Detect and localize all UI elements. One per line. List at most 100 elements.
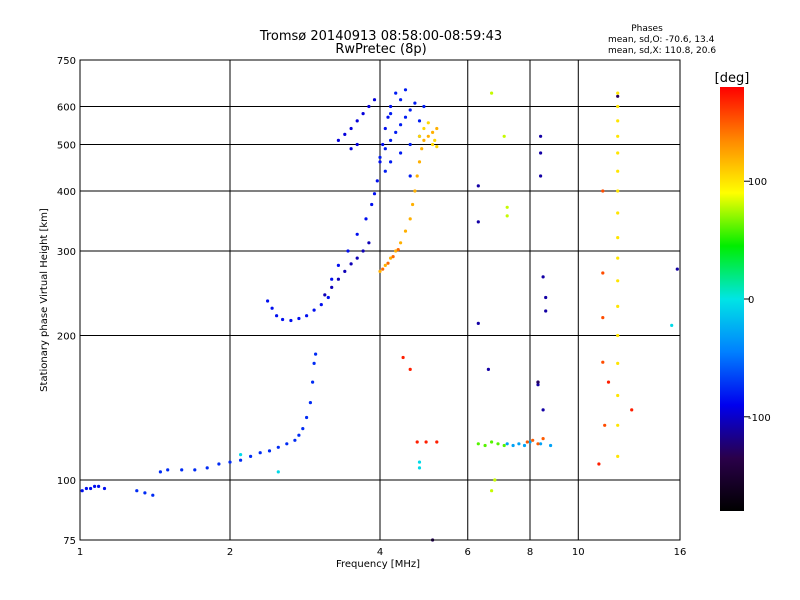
data-point [330, 277, 334, 281]
data-point [336, 138, 340, 142]
data-point [616, 119, 620, 123]
data-point [166, 468, 170, 472]
data-point [343, 269, 347, 273]
data-point [312, 361, 316, 365]
data-point [549, 443, 553, 448]
data-point [476, 321, 480, 325]
colorbar-tick-label: 100 [748, 177, 767, 188]
data-point [394, 91, 398, 95]
data-point [435, 440, 439, 444]
data-point [266, 299, 270, 303]
data-point [158, 470, 162, 474]
data-point [394, 249, 398, 253]
data-point [372, 192, 377, 196]
data-point [493, 478, 497, 482]
data-point [528, 440, 532, 444]
data-point [415, 174, 419, 178]
data-point [415, 440, 419, 444]
data-point [399, 151, 403, 155]
data-point [336, 263, 340, 267]
data-point [539, 151, 543, 155]
data-point [505, 442, 509, 446]
data-point [522, 443, 527, 448]
data-point [249, 454, 253, 458]
y-tick-label: 500 [57, 141, 76, 152]
x-tick-label: 10 [572, 547, 585, 558]
data-point [616, 104, 620, 109]
data-points [80, 88, 679, 542]
data-point [616, 134, 620, 138]
data-point [180, 468, 184, 472]
data-point [403, 115, 408, 119]
data-point [228, 460, 232, 464]
data-point [349, 262, 353, 266]
data-point [422, 126, 426, 131]
data-point [285, 442, 289, 446]
data-point [319, 303, 323, 307]
data-point [486, 367, 490, 371]
data-point [389, 112, 393, 116]
data-point [422, 138, 426, 142]
data-point [267, 449, 272, 453]
grid-lines [80, 60, 680, 540]
y-tick-label: 75 [63, 536, 76, 547]
data-point [97, 484, 101, 488]
y-tick-label: 750 [57, 56, 76, 67]
data-point [601, 360, 605, 364]
data-point [408, 217, 412, 221]
data-point [539, 134, 543, 138]
data-point [89, 486, 93, 491]
data-point [312, 308, 316, 312]
data-point [417, 466, 422, 470]
x-axis-label: Frequency [MHz] [336, 559, 420, 570]
data-point [289, 318, 293, 323]
data-point [541, 275, 545, 279]
data-point [417, 134, 422, 138]
data-point [417, 460, 422, 464]
plot-frame [79, 59, 681, 541]
data-point [396, 248, 400, 252]
data-point [606, 380, 611, 384]
data-point [422, 104, 426, 109]
data-point [541, 437, 545, 441]
data-point [525, 440, 529, 444]
phases-heading: Phases [631, 24, 663, 34]
data-point [308, 401, 312, 405]
data-point [511, 443, 515, 448]
data-point [616, 256, 620, 260]
data-point [490, 489, 494, 493]
data-point [616, 189, 620, 193]
data-point [346, 249, 350, 253]
data-point [381, 142, 385, 147]
data-point [675, 267, 679, 271]
data-point [326, 295, 330, 300]
data-point [349, 147, 353, 151]
colorbar-label: [deg] [715, 71, 750, 86]
data-point [281, 317, 285, 322]
data-point [349, 126, 353, 131]
data-point [386, 261, 390, 265]
data-point [403, 88, 408, 92]
x-axis-ticks: 1 2 4 6 8 10 16 [77, 547, 687, 558]
data-point [476, 220, 480, 224]
data-point [389, 104, 393, 109]
data-point [435, 126, 439, 131]
data-point [135, 489, 139, 493]
data-point [330, 285, 334, 289]
data-point [601, 316, 605, 320]
phase-stats-x: mean, sd,X: 110.8, 20.6 [608, 46, 716, 56]
data-point [431, 142, 435, 147]
x-tick-label: 16 [674, 547, 687, 558]
data-point [297, 316, 301, 321]
data-point [536, 380, 540, 384]
y-tick-label: 200 [57, 332, 76, 343]
data-point [597, 462, 601, 466]
data-point [603, 423, 607, 427]
data-point [536, 383, 540, 387]
data-point [616, 279, 620, 283]
y-axis-label: Stationary phase Virtual Height [km] [39, 208, 50, 392]
data-point [93, 484, 97, 488]
data-point [413, 189, 417, 193]
data-point [413, 101, 417, 105]
data-point [276, 470, 280, 474]
